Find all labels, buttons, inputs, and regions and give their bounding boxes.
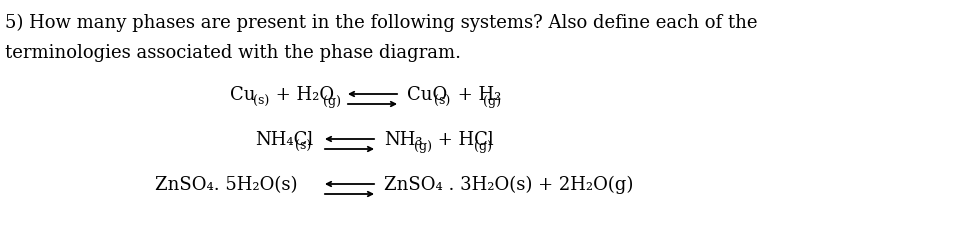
Text: (g): (g) xyxy=(483,95,501,108)
Text: ZnSO₄ . 3H₂O(s) + 2H₂O(g): ZnSO₄ . 3H₂O(s) + 2H₂O(g) xyxy=(384,175,633,193)
Text: (s): (s) xyxy=(295,139,312,152)
Text: 5) How many phases are present in the following systems? Also define each of the: 5) How many phases are present in the fo… xyxy=(5,14,758,32)
Text: (s): (s) xyxy=(253,95,269,108)
Text: ZnSO₄. 5H₂O(s): ZnSO₄. 5H₂O(s) xyxy=(155,175,297,193)
Text: NH₄Cl: NH₄Cl xyxy=(255,131,314,148)
Text: terminologies associated with the phase diagram.: terminologies associated with the phase … xyxy=(5,44,461,62)
Text: NH₃: NH₃ xyxy=(384,131,423,148)
Text: + H₂O: + H₂O xyxy=(270,86,334,104)
Text: Cu: Cu xyxy=(230,86,255,104)
Text: (g): (g) xyxy=(414,139,432,152)
Text: CuO: CuO xyxy=(407,86,447,104)
Text: (g): (g) xyxy=(323,95,341,108)
Text: (s): (s) xyxy=(434,95,450,108)
Text: + H₂: + H₂ xyxy=(452,86,502,104)
Text: (g): (g) xyxy=(474,139,492,152)
Text: + HCl: + HCl xyxy=(432,131,494,148)
